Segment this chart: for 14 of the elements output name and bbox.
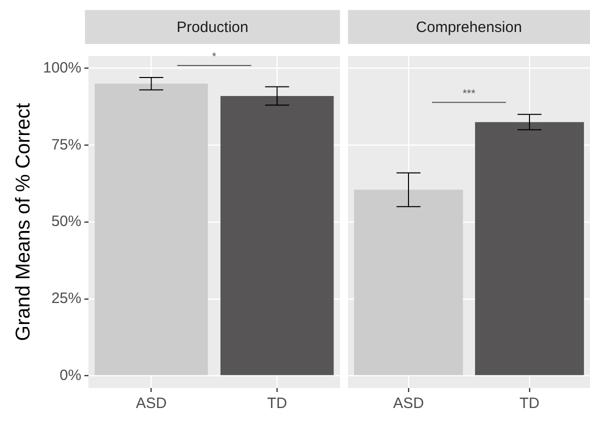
x-tick-label: ASD [136, 395, 167, 412]
y-tick-label: 25% [51, 290, 82, 307]
y-tick-label: 50% [51, 213, 82, 230]
x-tick-label: ASD [393, 395, 424, 412]
x-tick-label: TD [267, 395, 288, 412]
y-axis-title: Grand Means of % Correct [12, 102, 35, 341]
annotation: *** [462, 88, 476, 100]
chart-title: Production [85, 10, 340, 44]
annotation: * [212, 51, 218, 64]
y-tick-label: 0% [60, 366, 82, 384]
y-tick-label: 100% [42, 59, 82, 76]
x-tick-label: TD [520, 395, 540, 412]
chart-title: Comprehension [348, 10, 590, 44]
y-tick-label: 75% [51, 136, 82, 154]
